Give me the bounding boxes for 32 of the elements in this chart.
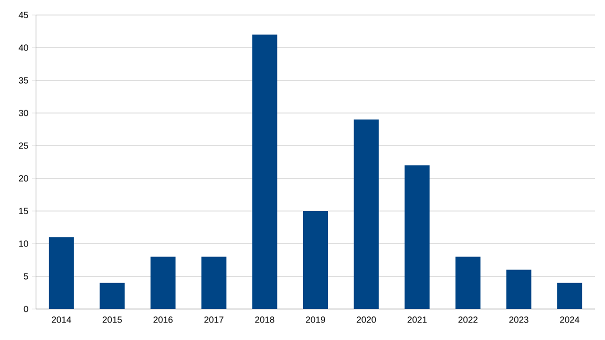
- x-tick-label: 2019: [306, 316, 326, 323]
- y-tick-label: 15: [19, 208, 28, 214]
- bar: [506, 270, 532, 309]
- x-tick-label: 2017: [204, 316, 224, 323]
- x-tick-label: 2024: [560, 316, 580, 323]
- y-tick-label: 25: [18, 142, 28, 149]
- bar: [303, 211, 328, 309]
- x-tick-label: 2014: [52, 316, 72, 323]
- bar: [150, 256, 176, 309]
- bar: [354, 120, 379, 309]
- bar: [455, 256, 480, 309]
- x-tick-label: 2018: [255, 316, 274, 323]
- bar: [404, 165, 430, 309]
- x-tick-label: 2022: [458, 316, 478, 323]
- y-tick-label: 35: [18, 77, 28, 84]
- bar: [201, 256, 226, 309]
- x-tick-label: 2020: [356, 316, 376, 323]
- y-tick-label: 0: [24, 306, 28, 312]
- bar: [252, 34, 278, 309]
- x-tick-label: 2023: [509, 316, 528, 323]
- y-tick-label: 30: [18, 110, 28, 116]
- y-tick-label: 10: [19, 240, 28, 247]
- x-tick-label: 2015: [102, 316, 122, 323]
- x-tick-label: 2016: [154, 316, 173, 323]
- y-tick-label: 5: [24, 273, 28, 280]
- bar: [48, 237, 74, 309]
- y-tick-label: 45: [18, 12, 28, 18]
- bar: [557, 282, 582, 309]
- x-tick-label: 2021: [408, 316, 427, 323]
- y-tick-label: 40: [18, 44, 28, 51]
- y-tick-label: 20: [18, 175, 28, 182]
- bar: [100, 282, 125, 309]
